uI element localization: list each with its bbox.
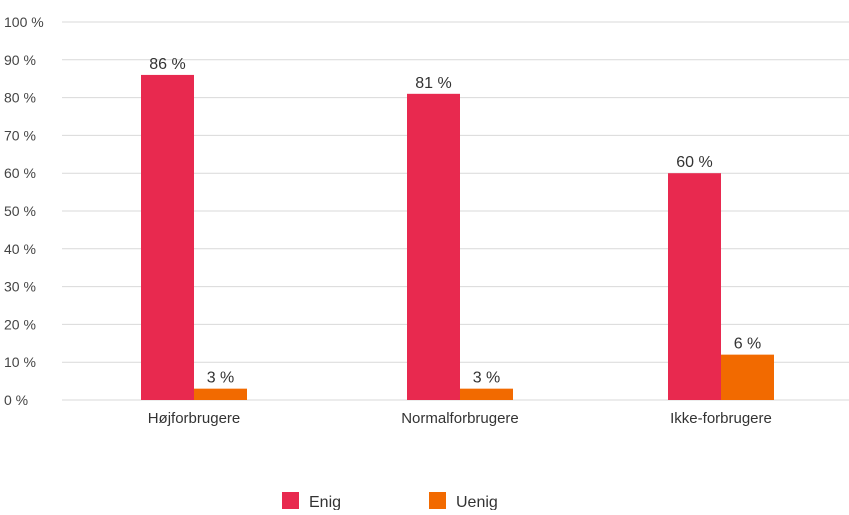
data-label: 60 % [676, 154, 712, 171]
data-label: 3 % [207, 370, 235, 387]
data-labels: 86 % 3 % 81 % 3 % 60 % 6 % [149, 56, 761, 387]
data-label: 6 % [734, 336, 762, 353]
data-label: 3 % [473, 370, 501, 387]
bar-uenig-3 [721, 354, 774, 400]
bar-uenig-1 [194, 388, 247, 400]
x-category-label: Ikke-forbrugere [670, 410, 772, 427]
x-axis-categories: Højforbrugere Normalforbrugere Ikke-forbru… [148, 410, 772, 427]
x-category-label: Højforbrugere [148, 410, 241, 427]
y-tick-label: 40 % [4, 241, 36, 257]
legend-label-uenig: Uenig [456, 494, 498, 510]
legend-swatch-uenig [429, 492, 446, 509]
y-tick-label: 80 % [4, 90, 36, 106]
bars [141, 74, 774, 401]
y-tick-label: 30 % [4, 279, 36, 295]
y-tick-label: 100 % [4, 14, 44, 30]
y-tick-label: 10 % [4, 354, 36, 370]
bar-uenig-2 [460, 388, 513, 400]
x-category-label: Normalforbrugere [401, 410, 519, 427]
legend-swatch-enig [282, 492, 299, 509]
bar-enig-1 [141, 74, 194, 401]
legend-label-enig: Enig [309, 494, 341, 510]
y-tick-label: 20 % [4, 316, 36, 332]
y-axis-ticks: 0 % 10 % 20 % 30 % 40 % 50 % 60 % 70 % 80 % 90 % 1… [4, 14, 44, 408]
bar-enig-2 [407, 93, 460, 400]
legend: Enig Uenig [282, 492, 498, 511]
y-tick-label: 60 % [4, 165, 36, 181]
y-tick-label: 70 % [4, 127, 36, 143]
y-tick-label: 90 % [4, 52, 36, 68]
y-tick-label: 0 % [4, 392, 28, 408]
data-label: 86 % [149, 56, 185, 73]
y-tick-label: 50 % [4, 203, 36, 219]
data-label: 81 % [415, 75, 451, 92]
bar-enig-3 [668, 173, 721, 400]
